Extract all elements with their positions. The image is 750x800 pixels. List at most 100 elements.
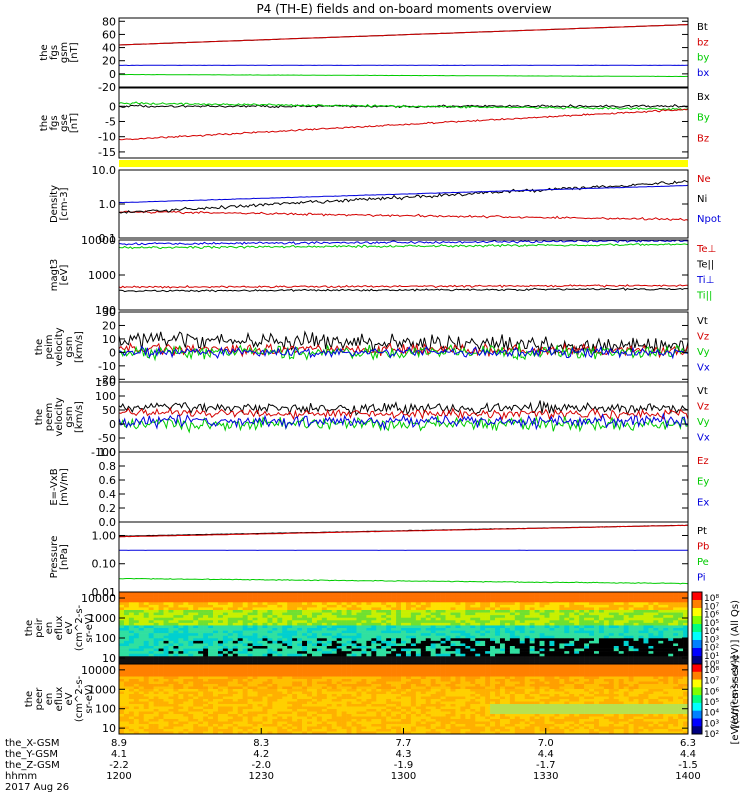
heatmap-cell	[158, 674, 164, 677]
heatmap-cell	[292, 724, 298, 727]
heatmap-cell	[247, 671, 253, 675]
heatmap-cell	[376, 679, 382, 682]
y-axis-label: [nT]	[69, 42, 80, 62]
heatmap-cell	[247, 731, 253, 735]
heatmap-cell	[198, 597, 204, 601]
heatmap-cell	[277, 721, 283, 725]
heatmap-cell	[376, 731, 382, 735]
heatmap-cell	[534, 604, 540, 608]
heatmap-cell	[425, 656, 432, 660]
heatmap-cell	[371, 643, 377, 647]
heatmap-cell	[658, 633, 664, 637]
heatmap-cell	[232, 607, 239, 611]
heatmap-cell	[321, 633, 328, 637]
heatmap-cell	[267, 658, 273, 662]
heatmap-cell	[534, 646, 540, 649]
heatmap-cell	[213, 658, 219, 662]
heatmap-cell	[386, 602, 392, 606]
heatmap-cell	[366, 664, 372, 667]
heatmap-cell	[307, 656, 313, 660]
heatmap-cell	[450, 646, 456, 649]
heatmap-cell	[544, 599, 550, 603]
heatmap-cell	[321, 671, 328, 675]
heatmap-cell	[188, 699, 194, 702]
heatmap-cell	[227, 689, 234, 692]
heatmap-cell	[163, 594, 169, 598]
heatmap-cell	[559, 658, 565, 662]
heatmap-cell	[133, 701, 140, 705]
heatmap-cell	[326, 664, 333, 667]
heatmap-cell	[598, 635, 605, 639]
heatmap-cell	[603, 622, 610, 626]
heatmap-cell	[415, 633, 422, 637]
heatmap-cell	[222, 664, 229, 667]
heatmap-cell	[336, 658, 342, 662]
heatmap-cell	[242, 676, 248, 680]
heatmap-cell	[163, 599, 169, 603]
heatmap-cell	[307, 620, 313, 624]
heatmap-cell	[272, 646, 278, 649]
heatmap-cell	[163, 694, 169, 697]
heatmap-cell	[351, 684, 357, 687]
heatmap-cell	[267, 671, 273, 675]
heatmap-cell	[356, 676, 362, 680]
heatmap-cell	[242, 711, 248, 715]
heatmap-cell	[143, 681, 149, 685]
heatmap-cell	[133, 709, 140, 712]
heatmap-cell	[188, 628, 194, 631]
heatmap-cell	[208, 724, 214, 727]
heatmap-cell	[351, 711, 357, 715]
heatmap-cell	[678, 597, 684, 601]
heatmap-cell	[401, 612, 407, 616]
heatmap-cell	[292, 704, 298, 707]
heatmap-cell	[376, 640, 382, 644]
heatmap-cell	[213, 681, 219, 685]
heatmap-cell	[311, 640, 318, 644]
heatmap-cell	[336, 699, 342, 702]
heatmap-cell	[148, 604, 154, 608]
heatmap-cell	[173, 656, 179, 660]
heatmap-cell	[128, 729, 135, 732]
heatmap-cell	[435, 628, 441, 631]
heatmap-cell	[415, 622, 422, 626]
heatmap-cell	[579, 599, 585, 603]
heatmap-cell	[143, 646, 149, 649]
heatmap-cell	[351, 709, 357, 712]
heatmap-cell	[574, 604, 580, 608]
heatmap-cell	[237, 669, 243, 672]
heatmap-cell	[376, 602, 382, 606]
heatmap-cell	[277, 729, 283, 732]
heatmap-cell	[361, 638, 367, 642]
heatmap-cell	[307, 699, 313, 702]
heatmap-cell	[193, 592, 199, 595]
heatmap-cell	[262, 597, 268, 601]
heatmap-cell	[465, 604, 471, 608]
heatmap-cell	[574, 612, 580, 616]
heatmap-cell	[509, 622, 516, 626]
heatmap-cell	[277, 615, 283, 619]
heatmap-cell	[598, 633, 605, 637]
heatmap-cell	[316, 617, 323, 621]
heatmap-cell	[262, 691, 268, 695]
heatmap-cell	[203, 711, 209, 715]
heatmap-cell	[386, 612, 392, 616]
heatmap-cell	[361, 604, 367, 608]
heatmap-cell	[613, 607, 620, 611]
heatmap-cell	[539, 635, 545, 639]
heatmap-cell	[217, 610, 224, 613]
heatmap-cell	[213, 630, 219, 634]
heatmap-cell	[222, 731, 229, 735]
heatmap-cell	[128, 686, 135, 690]
heatmap-cell	[193, 653, 199, 657]
heatmap-cell	[356, 648, 362, 652]
heatmap-cell	[386, 620, 392, 624]
heatmap-cell	[490, 617, 496, 621]
heatmap-cell	[371, 684, 377, 687]
heatmap-cell	[123, 643, 130, 647]
heatmap-cell	[282, 612, 288, 616]
heatmap-cell	[158, 684, 164, 687]
heatmap-cell	[613, 628, 620, 631]
heatmap-cell	[227, 612, 234, 616]
heatmap-cell	[128, 696, 135, 700]
heatmap-cell	[415, 612, 422, 616]
